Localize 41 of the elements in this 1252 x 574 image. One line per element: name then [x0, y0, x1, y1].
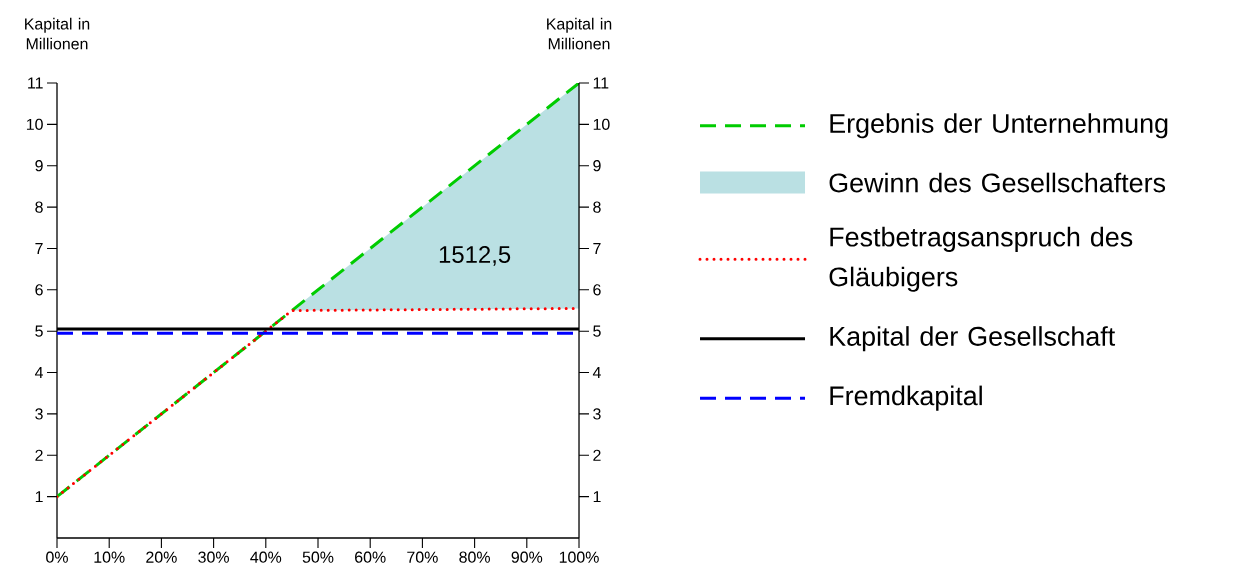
legend-label: Ergebnis der Unternehmung [830, 113, 1168, 139]
legend-label: Gewinn des Gesellschafters [829, 172, 1166, 193]
x-tick-label: 60% [355, 551, 386, 563]
x-tick-label: 30% [198, 551, 229, 563]
x-tick-label: 20% [146, 551, 177, 563]
y2-tick-label: 4 [592, 367, 601, 379]
y-tick-label: 8 [35, 201, 43, 213]
x-tick-label: 50% [302, 551, 334, 563]
y2-tick-label: 2 [593, 449, 601, 461]
y2-tick-label: 1 [593, 491, 601, 503]
y-tick-label: 7 [35, 242, 43, 254]
legend-label: Kapital der Gesellschaft [830, 326, 1116, 352]
y-tick-label: 2 [35, 449, 43, 461]
y2-tick-label: 11 [593, 77, 609, 89]
y2-tick-label: 9 [593, 160, 601, 172]
x-tick-label: 100% [559, 551, 599, 563]
y-tick-label: 1 [35, 491, 43, 503]
y-tick-label: 11 [28, 77, 43, 89]
y-tick-label: 6 [35, 284, 43, 296]
y-tick-label: 5 [35, 325, 43, 337]
x-tick-label: 80% [459, 551, 490, 563]
x-tick-label: 90% [511, 551, 543, 563]
y-tick-label: 10 [26, 118, 43, 130]
y-tick-label: 4 [34, 367, 44, 379]
x-tick-label: 10% [94, 551, 125, 563]
x-tick-label: 40% [250, 551, 282, 563]
legend-label: Festbetragsanspruch des Gläubigers [829, 226, 1133, 292]
y2-tick-label: 8 [593, 201, 601, 213]
annotation: 1512,5 [439, 246, 511, 266]
y2-tick-label: 10 [593, 118, 610, 130]
x-tick-label: 0% [46, 551, 68, 563]
x-tick-label: 70% [407, 551, 438, 563]
y2-tick-label: 3 [593, 408, 601, 420]
y-tick-label: 3 [35, 408, 43, 420]
y-tick-label: 9 [35, 160, 43, 172]
legend-label: Fremdkapital [830, 385, 982, 411]
y2-axis-title: Kapital in Millionen [547, 17, 612, 50]
y2-tick-label: 7 [593, 242, 601, 254]
y2-tick-label: 5 [593, 325, 601, 337]
y-axis-title: Kapital in Millionen [25, 17, 90, 50]
y2-tick-label: 6 [593, 284, 601, 296]
